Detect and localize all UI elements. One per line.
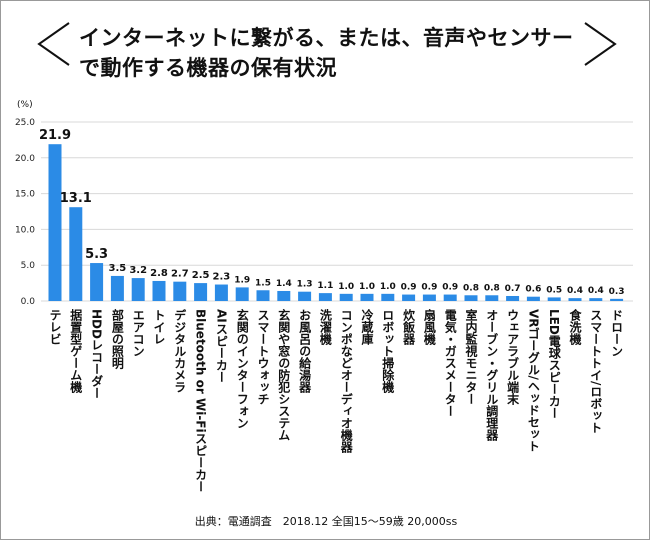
- data-label: 1.9: [234, 275, 250, 285]
- x-tick-label: コンポなどオーディオ機器: [339, 309, 354, 453]
- y-tick-label: 25.0: [15, 118, 35, 128]
- x-tick-label: 洗濯機: [318, 309, 333, 345]
- x-tick-label: 炊飯器: [401, 309, 416, 345]
- x-tick-label: エアコン: [131, 309, 146, 357]
- x-tick-label: ドローン: [609, 309, 624, 357]
- x-tick-label: 玄関や窓の防犯システム: [276, 309, 291, 441]
- y-tick-label: 15.0: [15, 190, 35, 200]
- bar: [422, 294, 436, 301]
- x-tick-label: VRゴーグル/ヘッドセット: [526, 309, 541, 452]
- y-tick-label: 10.0: [15, 225, 35, 235]
- y-axis-label: (%): [17, 100, 33, 110]
- x-tick-label: 電気・ガスメーター: [443, 309, 458, 417]
- data-label: 0.4: [567, 286, 583, 296]
- data-label: 0.9: [442, 283, 458, 293]
- data-label: 0.7: [505, 284, 521, 294]
- bar: [298, 291, 312, 301]
- bar: [443, 294, 457, 301]
- data-label: 0.4: [588, 286, 604, 296]
- data-label: 3.2: [129, 265, 147, 276]
- bar: [506, 295, 520, 301]
- x-tick-label: Bluetooth or Wi-Fiスピーカー: [193, 309, 208, 493]
- data-label: 2.7: [171, 269, 189, 280]
- x-tick-label: 玄関のインターフォン: [235, 309, 250, 429]
- bar: [131, 278, 145, 301]
- data-label: 5.3: [85, 247, 108, 262]
- bar: [194, 283, 208, 301]
- source-note: 出典：電通調査 2018.12 全国15～59歳 20,000ss: [194, 515, 458, 528]
- bar: [110, 275, 124, 301]
- data-label: 1.5: [255, 278, 271, 288]
- data-label: 0.9: [421, 283, 437, 293]
- data-label: 0.8: [463, 283, 479, 293]
- x-tick-label: 室内監視モニター: [464, 309, 478, 405]
- x-tick-label: お風呂の給湯器: [297, 309, 312, 393]
- bar: [485, 295, 499, 301]
- y-tick-label: 0.0: [21, 297, 36, 307]
- data-label: 21.9: [39, 128, 71, 143]
- x-tick-label: スマートトイ/ロボット: [588, 309, 603, 434]
- bar: [526, 296, 540, 301]
- bar: [360, 293, 374, 301]
- x-tick-label: LED電球スピーカー: [547, 309, 562, 419]
- chevron-right-icon: [584, 22, 617, 66]
- bar: [381, 293, 395, 301]
- data-label: 2.3: [213, 272, 231, 283]
- data-label: 1.4: [276, 279, 292, 289]
- bar: [277, 290, 291, 301]
- x-tick-label: ロボット掃除機: [380, 309, 395, 393]
- data-label: 1.1: [317, 281, 333, 291]
- y-tick-label: 20.0: [15, 154, 35, 164]
- x-tick-label: ウェアラブル端末: [505, 309, 520, 405]
- x-tick-label: トイレ: [152, 309, 166, 345]
- bar: [152, 280, 166, 301]
- x-tick-label: 扇風機: [422, 309, 437, 345]
- bar: [214, 284, 228, 301]
- data-label: 13.1: [60, 191, 92, 206]
- bar: [339, 293, 353, 301]
- x-tick-label: スマートウォッチ: [256, 309, 270, 405]
- data-label: 0.9: [401, 283, 417, 293]
- bar: [610, 298, 624, 301]
- bar: [568, 298, 582, 301]
- bar: [256, 290, 270, 301]
- data-label: 2.8: [150, 268, 168, 279]
- x-tick-label: 据置型ゲーム機: [68, 309, 83, 393]
- x-tick-label: 食洗機: [568, 309, 582, 345]
- x-tick-label: 冷蔵庫: [360, 309, 374, 345]
- bar: [547, 297, 561, 301]
- data-label: 0.6: [525, 285, 541, 295]
- bar: [90, 263, 104, 301]
- x-tick-label: デジタルカメラ: [172, 309, 187, 393]
- x-tick-label: HDDレコーダー: [89, 309, 104, 399]
- data-label: 0.3: [609, 287, 625, 297]
- y-tick-label: 5.0: [21, 261, 36, 271]
- data-label: 1.0: [380, 282, 396, 292]
- data-label: 2.5: [192, 270, 210, 281]
- bar: [318, 293, 332, 301]
- chart-title: インターネットに繋がる、または、音声やセンサーで動作する機器の保有状況: [79, 26, 574, 80]
- bar: [48, 144, 62, 301]
- x-tick-label: 部屋の照明: [110, 309, 125, 369]
- data-label: 1.0: [338, 282, 354, 292]
- x-tick-label: AIスピーカー: [214, 309, 229, 383]
- bar: [589, 298, 603, 301]
- data-label: 3.5: [109, 263, 127, 274]
- x-tick-label: オーブン・グリル調理器: [484, 309, 499, 441]
- data-label: 1.3: [297, 280, 313, 290]
- data-label: 1.0: [359, 282, 375, 292]
- bar: [173, 281, 187, 301]
- bar: [235, 287, 249, 301]
- data-label: 0.8: [484, 283, 500, 293]
- data-label: 0.5: [546, 285, 562, 295]
- chevron-left-icon: [37, 22, 70, 66]
- bar: [402, 294, 416, 301]
- bar: [69, 207, 83, 301]
- x-tick-label: テレビ: [48, 309, 62, 345]
- bar: [464, 295, 478, 301]
